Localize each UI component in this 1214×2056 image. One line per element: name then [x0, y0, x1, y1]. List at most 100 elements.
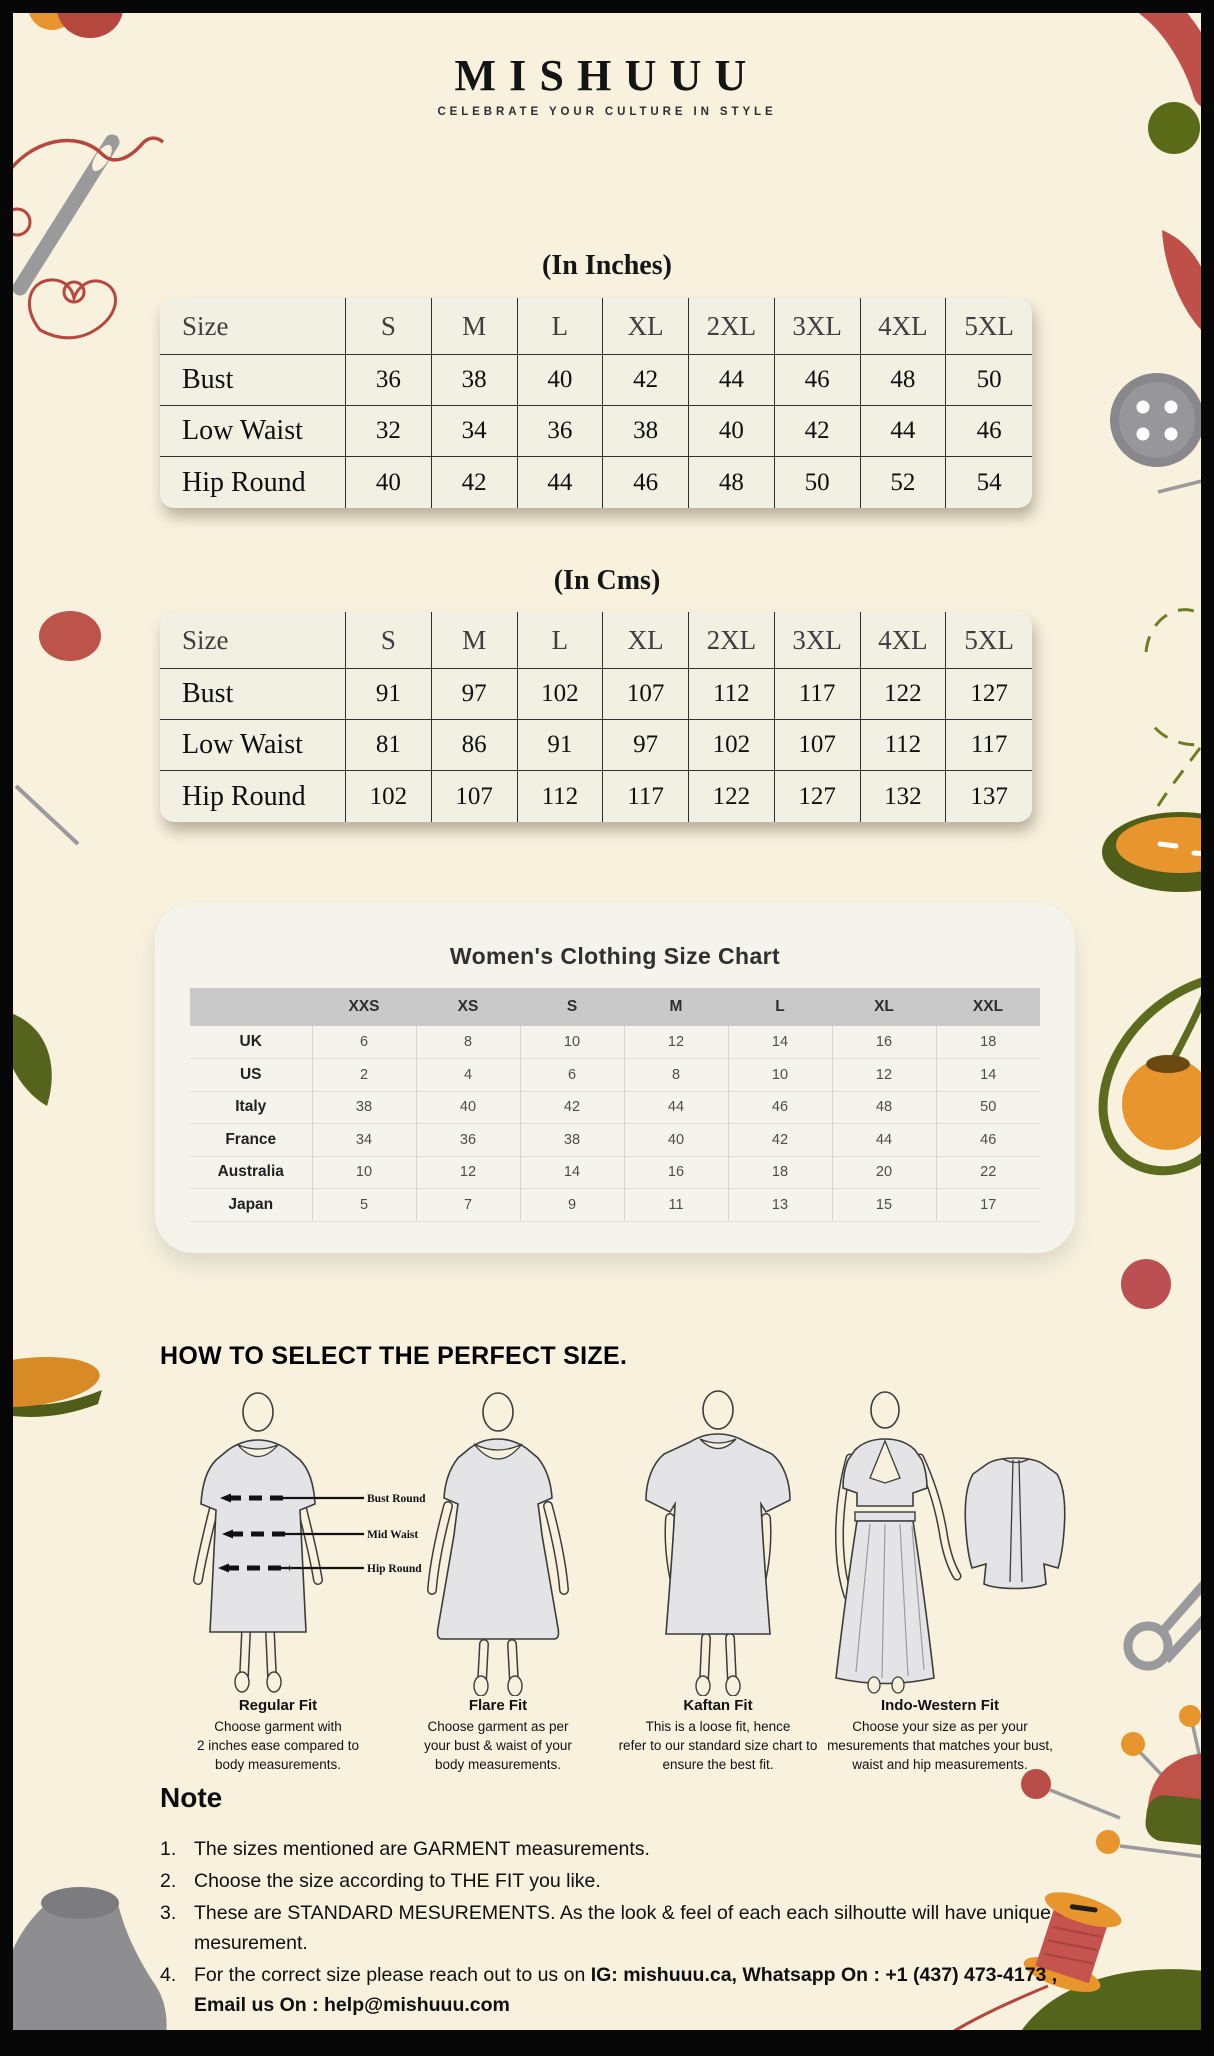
table-row: Low Waist 32 34 36 38 40 42 44 46 — [160, 406, 1032, 457]
table-row: France 34 36 38 40 42 44 46 — [190, 1123, 1040, 1157]
table-cell: 44 — [518, 457, 604, 508]
column-header: Size — [160, 298, 346, 355]
table-cell: 44 — [689, 355, 775, 406]
international-size-table: XXS XS S M L XL XXL UK 6 8 10 12 14 16 18 US 2 4 6 8 10 12 14… — [190, 988, 1040, 1222]
column-header: 5XL — [946, 612, 1032, 669]
table-cell: 5 — [312, 1188, 417, 1222]
column-header: 4XL — [860, 298, 947, 355]
table-row: Low Waist 81 86 91 97 102 107 112 117 — [160, 720, 1032, 771]
column-header: Size — [160, 612, 346, 669]
column-header: XL — [603, 298, 689, 355]
table-cell: 117 — [774, 669, 861, 720]
fit-caption: Regular Fit Choose garment with 2 inches… — [153, 1697, 403, 1774]
table-cell: 122 — [689, 771, 775, 822]
table-cell: 44 — [860, 406, 947, 457]
table-cell: 81 — [346, 720, 432, 771]
table-cell: 102 — [517, 669, 604, 720]
svg-text:Mid Waist: Mid Waist — [367, 1529, 418, 1541]
column-header: 5XL — [946, 298, 1032, 355]
table-cell: 44 — [624, 1091, 729, 1124]
svg-text:Hip Round: Hip Round — [367, 1563, 422, 1575]
thread-loop-icon — [1098, 975, 1214, 1176]
table-cell: 127 — [775, 771, 861, 822]
table-cell: 7 — [416, 1188, 521, 1222]
red-leaf-icon — [1162, 230, 1213, 338]
table-cell: 6 — [312, 1026, 417, 1059]
regular-fit-figure: Bust Round Mid Waist Hip Round — [193, 1392, 426, 1693]
column-header — [190, 988, 312, 1026]
note-list: 1. The sizes mentioned are GARMENT measur… — [160, 1834, 1065, 2022]
table-cell: 34 — [431, 406, 518, 457]
fit-caption: Indo-Western Fit Choose your size as per… — [805, 1697, 1075, 1774]
table-cell: 17 — [936, 1188, 1040, 1222]
row-label: Hip Round — [160, 457, 346, 508]
row-label: Bust — [160, 669, 346, 720]
pincushion-disc-icon — [1102, 812, 1214, 892]
column-header: S — [346, 298, 432, 355]
flare-fit-figure — [427, 1392, 569, 1696]
table-cell: 10 — [728, 1058, 833, 1092]
inches-size-table: Size S M L XL 2XL 3XL 4XL 5XL Bust 36 38 40 42 44 46 48… — [160, 298, 1032, 508]
table-cell: 6 — [520, 1058, 625, 1092]
column-header: 3XL — [774, 298, 861, 355]
row-label: US — [190, 1058, 313, 1092]
note-item-text: For the correct size please reach out to… — [194, 1964, 1058, 2016]
table-cell: 15 — [832, 1188, 937, 1222]
column-header: XXS — [348, 998, 380, 1015]
table-cell: 107 — [774, 720, 861, 771]
row-label: Japan — [190, 1188, 313, 1222]
table-cell: 102 — [689, 720, 775, 771]
table-cell: 8 — [416, 1026, 521, 1059]
table-cell: 40 — [517, 355, 604, 406]
table-cell: 117 — [603, 771, 689, 822]
table-cell: 112 — [518, 771, 604, 822]
note-item: 4. For the correct size please reach out … — [160, 1960, 1065, 2020]
row-label: Hip Round — [160, 771, 346, 822]
note-item: 1. The sizes mentioned are GARMENT measur… — [160, 1834, 1065, 1864]
note-item-text: These are STANDARD MESUREMENTS. As the l… — [194, 1902, 1051, 1954]
needle-left-icon — [14, 784, 80, 846]
table-cell: 97 — [603, 720, 689, 771]
table-cell: 38 — [312, 1091, 417, 1124]
fit-title: Indo-Western Fit — [880, 1697, 1000, 1714]
table-cell: 10 — [312, 1156, 417, 1189]
table-cell: 38 — [431, 355, 518, 406]
table-row: Japan 5 7 9 11 13 15 17 — [190, 1188, 1040, 1222]
table-cell: 18 — [936, 1026, 1040, 1059]
table-row: US 2 4 6 8 10 12 14 — [190, 1058, 1040, 1092]
how-to-heading: HOW TO SELECT THE PERFECT SIZE. — [160, 1342, 628, 1370]
table-cell: 46 — [946, 406, 1032, 457]
column-header: 3XL — [774, 612, 861, 669]
table-cell: 14 — [936, 1058, 1040, 1092]
table-cell: 42 — [728, 1123, 833, 1157]
leaf-left-icon — [0, 1010, 52, 1106]
note-item-number: 1. — [160, 1838, 177, 1860]
column-header: XS — [457, 998, 479, 1015]
note-item: 3. These are STANDARD MESUREMENTS. As the… — [160, 1898, 1065, 1958]
svg-text:Bust Round: Bust Round — [367, 1493, 426, 1505]
table-row: Hip Round 102 107 112 117 122 127 132 137 — [160, 771, 1032, 822]
column-header: XXL — [972, 998, 1004, 1015]
table-cell: 127 — [946, 669, 1032, 720]
table-cell: 137 — [970, 782, 1008, 810]
fit-title: Flare Fit — [468, 1697, 528, 1714]
note-item-text: The sizes mentioned are GARMENT measurem… — [194, 1838, 650, 1860]
table-cell: 20 — [832, 1156, 937, 1189]
table-cell: 48 — [689, 457, 775, 508]
table-cell: 32 — [346, 406, 432, 457]
note-item: 2. Choose the size according to THE FIT y… — [160, 1866, 1065, 1896]
mannequin-icon — [4, 1887, 167, 2056]
table-cell: 38 — [520, 1123, 625, 1157]
table-header-row: Size S M L XL 2XL 3XL 4XL 5XL — [160, 612, 1032, 669]
table-cell: 44 — [832, 1123, 937, 1157]
table-cell: 112 — [860, 720, 947, 771]
table-cell: 50 — [775, 457, 861, 508]
note-item-number: 4. — [160, 1964, 177, 1986]
table-cell: 132 — [861, 771, 947, 822]
brand-tagline: CELEBRATE YOUR CULTURE IN STYLE — [437, 106, 777, 118]
safety-pin-icon — [1123, 1566, 1214, 1671]
column-header: XL — [874, 998, 894, 1015]
column-header: 4XL — [860, 612, 947, 669]
table-cell: 91 — [346, 669, 432, 720]
table-cell: 48 — [832, 1091, 937, 1124]
